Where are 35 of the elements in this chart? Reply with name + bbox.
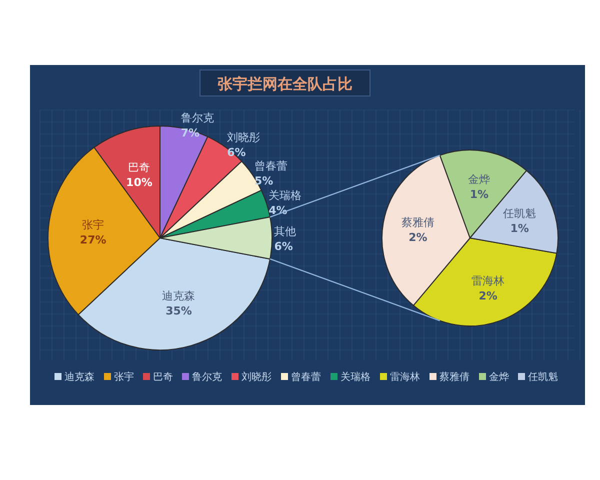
data-label: 4% — [268, 204, 288, 218]
legend-label: 蔡雅倩 — [440, 371, 470, 383]
data-label: 1% — [470, 188, 489, 201]
slice-label: 曾春蕾 — [254, 160, 288, 173]
legend-label: 关瑞格 — [340, 371, 370, 383]
data-label: 10% — [126, 176, 152, 190]
legend-label: 鲁尔克 — [192, 371, 222, 383]
slice-label: 迪克森 — [162, 290, 196, 303]
data-label: 1% — [510, 222, 529, 235]
data-label: 27% — [80, 234, 106, 247]
legend-label: 刘晓彤 — [242, 371, 272, 383]
slice-label: 张宇 — [82, 218, 104, 232]
data-label: 7% — [180, 126, 200, 140]
slice-label: 蔡雅倩 — [402, 216, 434, 229]
chart-title: 张宇拦网在全队占比 — [218, 75, 352, 93]
legend-label: 张宇 — [114, 371, 134, 383]
legend-label: 巴奇 — [153, 372, 173, 383]
legend-label: 金烨 — [489, 371, 509, 383]
slice-label: 任凯魁 — [502, 206, 536, 220]
data-label: 35% — [166, 304, 192, 318]
slice-label: 关瑞格 — [268, 189, 302, 202]
data-label: 2% — [408, 230, 428, 244]
slice-label: 巴奇 — [128, 161, 150, 174]
slice-label: 金烨 — [468, 173, 490, 186]
legend-label: 雷海林 — [390, 371, 420, 383]
data-label: 5% — [254, 174, 274, 188]
slice-label: 其他 — [274, 225, 296, 238]
slice-label: 雷海林 — [472, 274, 505, 288]
data-label: 2% — [478, 290, 498, 303]
legend-label: 任凯魁 — [527, 371, 558, 383]
legend-label: 迪克森 — [64, 371, 94, 383]
slice-label: 刘晓彤 — [227, 130, 260, 144]
data-label: 6% — [274, 240, 293, 253]
slice-label: 鲁尔克 — [180, 112, 214, 125]
legend-label: 曾春蕾 — [291, 371, 321, 383]
